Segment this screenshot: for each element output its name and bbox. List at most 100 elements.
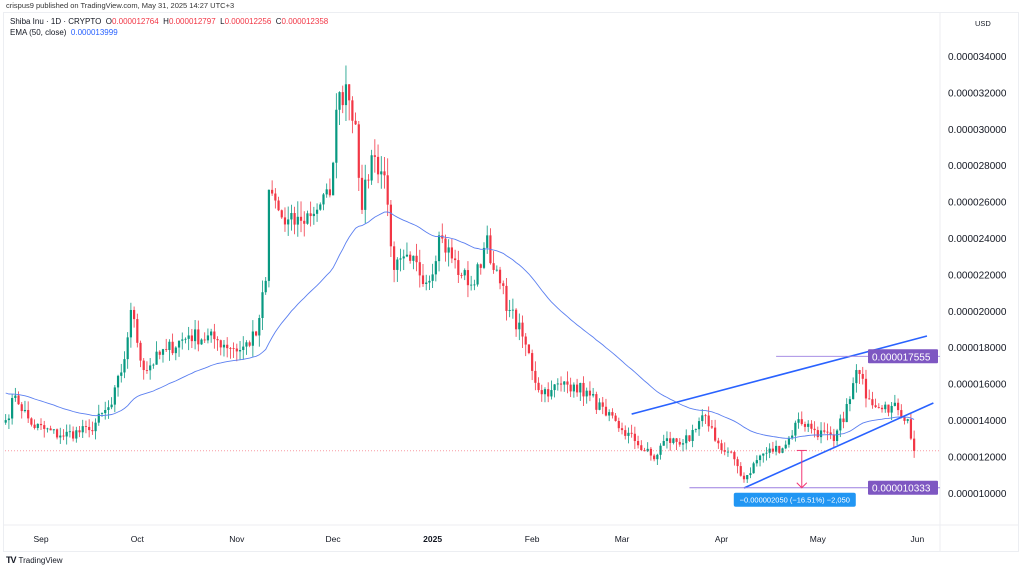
time-tick-label: Feb [525, 534, 540, 544]
candle-body [306, 213, 309, 224]
candle-body [136, 319, 139, 343]
candle-body [816, 430, 819, 438]
candle-body [418, 262, 421, 276]
candle-body [348, 84, 351, 101]
candle-body [835, 430, 839, 442]
tradingview-logo-icon[interactable]: TV [6, 555, 16, 565]
candle-body [315, 209, 319, 214]
candle-body [807, 423, 810, 427]
close-label: C [275, 17, 282, 26]
candle-body [36, 423, 39, 428]
currency-label[interactable]: USD [975, 19, 991, 28]
candle-body [325, 189, 328, 195]
candle-body [710, 426, 713, 428]
upper-trendline [631, 335, 928, 415]
candle-body [431, 274, 434, 281]
candle-body [389, 204, 392, 247]
candle-body [913, 438, 916, 451]
candle-body [791, 435, 794, 438]
candle-body [678, 441, 681, 445]
candle-body [473, 284, 476, 286]
candle-body [88, 426, 91, 431]
price-tick-label: 0.000034000 [948, 52, 1007, 63]
candle-body [646, 448, 649, 452]
candle-body [264, 280, 267, 293]
candle-body [486, 235, 489, 248]
candle-body [839, 418, 842, 431]
candle-body [656, 454, 659, 460]
candle-body [900, 410, 903, 418]
brand-name[interactable]: TradingView [18, 555, 63, 565]
candle-body [454, 258, 457, 261]
candle-body [909, 419, 913, 439]
candle-body [30, 418, 33, 425]
candle-body [482, 247, 486, 268]
candle-body [52, 429, 55, 431]
candle-body [559, 383, 563, 385]
candle-body [232, 348, 235, 349]
candle-body [775, 445, 778, 452]
time-tick-label: Nov [229, 534, 245, 544]
candle-body [582, 382, 585, 397]
candle-body [177, 340, 181, 348]
candle-body [184, 338, 187, 340]
candle-body [367, 179, 370, 181]
candle-body [84, 426, 88, 427]
candle-body [457, 260, 460, 275]
chart-legend: Shiba Inu · 1D · CRYPTO O0.000012764 H0.… [10, 16, 328, 38]
candle-body [248, 342, 251, 346]
candle-body [701, 415, 704, 422]
candle-body [810, 423, 813, 429]
candle-body [598, 402, 601, 410]
measure-label: −0.000002050 (−16.51%) −2,050 [740, 496, 850, 505]
candle-body [190, 335, 193, 342]
candle-body [97, 413, 100, 423]
candle-body [283, 217, 287, 225]
candle-body [332, 162, 335, 196]
candle-body [476, 264, 479, 285]
candle-body [592, 394, 595, 396]
candle-body [855, 370, 858, 384]
chart-frame [3, 12, 1019, 552]
measure-arrow-icon [796, 482, 808, 489]
candle-body [569, 384, 572, 392]
candle-body [784, 444, 787, 449]
candle-body [421, 275, 425, 285]
ema-label[interactable]: EMA (50, close) [10, 28, 67, 37]
candle-body [617, 420, 620, 429]
candles [4, 65, 916, 483]
candle-body [864, 378, 868, 399]
candle-body [81, 426, 84, 433]
candle-body [514, 309, 518, 330]
candle-body [585, 390, 588, 397]
candle-body [149, 365, 152, 371]
symbol-title[interactable]: Shiba Inu · 1D · CRYPTO [10, 17, 102, 26]
candle-body [39, 423, 43, 426]
price-tick-label: 0.000014000 [948, 416, 1007, 427]
candle-body [681, 443, 685, 445]
candle-body [884, 404, 887, 410]
candle-body [566, 381, 569, 385]
candle-body [280, 210, 283, 218]
candle-body [68, 431, 71, 433]
candle-body [437, 235, 441, 262]
low-label: L [220, 17, 225, 26]
candle-body [733, 452, 736, 460]
candle-body [181, 339, 184, 341]
candle-body [357, 124, 360, 178]
candle-body [23, 409, 27, 412]
candle-body [434, 261, 437, 275]
candle-body [254, 331, 258, 336]
candle-body [100, 413, 104, 414]
time-tick-label: Oct [131, 534, 145, 544]
candle-body [492, 263, 495, 270]
candle-body [466, 270, 470, 286]
candle-body [145, 370, 149, 371]
candle-body [877, 407, 880, 408]
candle-body [800, 419, 803, 425]
candle-body [813, 428, 816, 431]
candle-body [601, 402, 604, 407]
ohlc-row: Shiba Inu · 1D · CRYPTO O0.000012764 H0.… [10, 16, 328, 27]
price-tick-label: 0.000012000 [948, 452, 1007, 463]
